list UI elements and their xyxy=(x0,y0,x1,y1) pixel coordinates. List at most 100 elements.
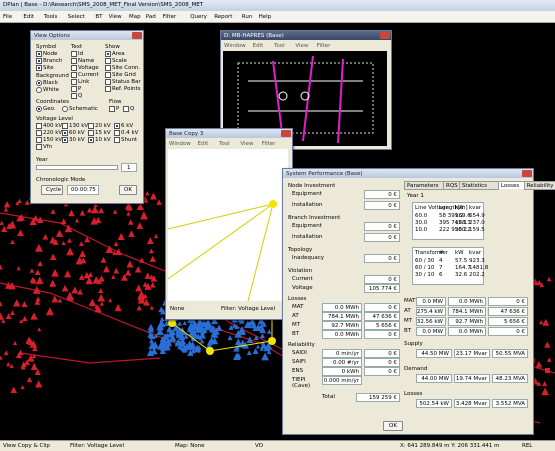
close-button[interactable] xyxy=(522,170,532,177)
menu-item[interactable]: Query xyxy=(190,14,207,20)
node-symbol xyxy=(178,337,187,345)
checkbox[interactable] xyxy=(88,137,94,143)
menu-item[interactable]: BT xyxy=(95,14,103,20)
checkbox[interactable] xyxy=(123,106,129,112)
checkbox[interactable] xyxy=(105,58,111,64)
menu-item[interactable]: Filter xyxy=(162,14,177,20)
window-title: View Options xyxy=(34,33,71,39)
close-button[interactable] xyxy=(132,32,142,39)
checkbox[interactable] xyxy=(88,123,94,129)
option-label: 130 kV xyxy=(69,123,89,129)
checkbox[interactable] xyxy=(105,51,111,57)
radio-button[interactable] xyxy=(36,80,42,86)
close-button[interactable] xyxy=(281,130,291,137)
checkbox[interactable] xyxy=(62,137,68,143)
checkbox[interactable] xyxy=(62,123,68,129)
checkbox[interactable] xyxy=(114,123,120,129)
cost-box: 5 656 € xyxy=(364,321,400,330)
radio-button[interactable] xyxy=(62,106,68,112)
node-symbol xyxy=(26,376,33,383)
checkbox[interactable] xyxy=(36,58,42,64)
checkbox[interactable] xyxy=(114,137,120,143)
checkbox[interactable] xyxy=(88,130,94,136)
menu-item[interactable]: Report xyxy=(214,14,233,20)
menu-item[interactable]: Run xyxy=(241,14,253,20)
checkbox[interactable] xyxy=(36,123,42,129)
tab[interactable]: Parameters xyxy=(404,181,444,190)
menu-item[interactable]: Edit xyxy=(252,43,264,49)
row-label: AT xyxy=(292,313,299,319)
highlight-node xyxy=(268,337,276,345)
menu-item[interactable]: Edit xyxy=(197,141,209,147)
menu-item[interactable]: View xyxy=(240,141,254,147)
node-symbol xyxy=(189,318,194,323)
checkbox[interactable] xyxy=(36,137,42,143)
checkbox[interactable] xyxy=(71,86,77,92)
year-box[interactable]: 1 xyxy=(121,163,137,172)
checkbox[interactable] xyxy=(71,51,77,57)
investment-panel: Node Investment Equipment 0 € Installation 0… xyxy=(286,181,401,429)
menu-item[interactable]: Filter xyxy=(316,43,331,49)
menu-item[interactable]: Map xyxy=(129,14,141,20)
menu-item[interactable]: File xyxy=(3,14,13,20)
ok-button[interactable]: OK xyxy=(383,421,403,431)
checkbox[interactable] xyxy=(36,65,42,71)
checkbox[interactable] xyxy=(105,65,111,71)
menu-item[interactable]: Tools xyxy=(43,14,58,20)
value-box: 0.0 MWh xyxy=(448,327,486,336)
ok-button[interactable]: OK xyxy=(119,185,137,195)
node-symbol xyxy=(259,346,264,351)
window-title: Base Copy 3 xyxy=(169,131,204,137)
row-cost: 0 € xyxy=(388,192,397,198)
year-slider[interactable] xyxy=(36,165,118,170)
menu-item[interactable]: Tool xyxy=(274,43,285,49)
tab[interactable]: Statistics xyxy=(458,181,499,190)
tab[interactable]: Losses xyxy=(497,181,525,189)
value-box: 47 636 € xyxy=(488,307,528,316)
checkbox[interactable] xyxy=(71,93,77,99)
cost-box: 47 636 € xyxy=(364,312,400,321)
checkbox[interactable] xyxy=(36,130,42,136)
checkbox[interactable] xyxy=(36,144,42,150)
node-symbol xyxy=(256,326,261,332)
tab[interactable]: RQS xyxy=(443,181,460,190)
value-box: 32.56 kW xyxy=(416,317,446,326)
checkbox[interactable] xyxy=(105,72,111,78)
menu-item[interactable]: Window xyxy=(224,43,246,49)
node-symbol xyxy=(105,245,114,253)
checkbox[interactable] xyxy=(71,72,77,78)
menu-item[interactable]: Filter xyxy=(261,141,276,147)
checkbox[interactable] xyxy=(71,79,77,85)
close-button[interactable] xyxy=(380,32,390,39)
menu-item[interactable]: Edit xyxy=(23,14,35,20)
checkbox[interactable] xyxy=(105,86,111,92)
group-label: Symbol xyxy=(36,44,57,50)
checkbox[interactable] xyxy=(114,130,120,136)
time-box[interactable]: 00:00:75 xyxy=(67,185,99,195)
node-symbol xyxy=(37,327,42,332)
menu-item[interactable]: View xyxy=(295,43,309,49)
radio-button[interactable] xyxy=(36,106,42,112)
checkbox[interactable] xyxy=(36,51,42,57)
checkbox[interactable] xyxy=(71,58,77,64)
radio-button[interactable] xyxy=(36,87,42,93)
checkbox[interactable] xyxy=(71,65,77,71)
node-symbol xyxy=(88,298,97,307)
menu-item[interactable]: View xyxy=(108,14,122,20)
menu-item[interactable]: Tool xyxy=(219,141,230,147)
menu-item[interactable]: Pad xyxy=(145,14,156,20)
menu-item[interactable]: Select xyxy=(67,14,85,20)
menu-item[interactable]: Help xyxy=(258,14,272,20)
cycle-button[interactable]: Cycle xyxy=(41,185,63,195)
checkbox[interactable] xyxy=(62,130,68,136)
row-label: Installation xyxy=(292,234,323,240)
menu-item[interactable]: Window xyxy=(169,141,191,147)
cost-box: 0 € xyxy=(364,349,400,358)
highlight-node xyxy=(206,347,214,355)
window-title-bar: View Options xyxy=(31,31,143,40)
node-symbol xyxy=(187,322,195,330)
checkbox[interactable] xyxy=(109,106,115,112)
checkbox[interactable] xyxy=(105,79,111,85)
tab[interactable]: Reliability xyxy=(523,181,555,190)
table-cell: 60.0 xyxy=(415,213,428,219)
